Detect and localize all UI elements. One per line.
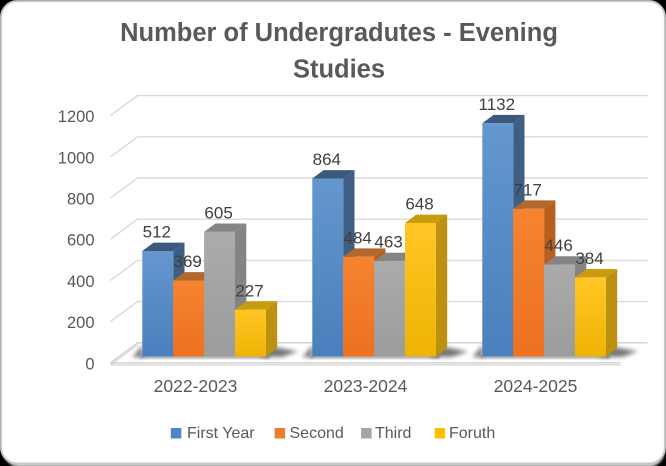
svg-text:227: 227: [235, 281, 263, 300]
svg-text:600: 600: [67, 232, 95, 250]
svg-text:400: 400: [67, 273, 95, 291]
svg-text:648: 648: [405, 195, 433, 214]
svg-text:Number of Undergradutes - Even: Number of Undergradutes - Evening: [120, 19, 558, 47]
svg-text:First Year: First Year: [187, 425, 255, 442]
svg-text:605: 605: [204, 204, 232, 223]
svg-text:463: 463: [374, 233, 402, 252]
svg-text:2024-2025: 2024-2025: [494, 376, 578, 396]
svg-text:717: 717: [514, 180, 542, 199]
svg-text:369: 369: [174, 252, 202, 271]
svg-text:2023-2024: 2023-2024: [324, 376, 408, 396]
svg-text:864: 864: [313, 150, 341, 169]
svg-text:800: 800: [67, 191, 95, 209]
svg-text:2022-2023: 2022-2023: [154, 376, 238, 396]
svg-text:200: 200: [67, 314, 95, 332]
svg-text:512: 512: [143, 223, 171, 242]
svg-text:Second: Second: [290, 425, 344, 442]
svg-text:446: 446: [544, 236, 572, 255]
svg-text:Studies: Studies: [293, 56, 385, 84]
svg-text:1200: 1200: [58, 108, 95, 126]
svg-text:Third: Third: [375, 425, 411, 442]
svg-text:Foruth: Foruth: [449, 425, 495, 442]
svg-text:1000: 1000: [58, 149, 95, 167]
svg-text:0: 0: [85, 355, 94, 373]
svg-text:484: 484: [344, 228, 372, 247]
svg-text:1132: 1132: [479, 95, 516, 114]
svg-text:384: 384: [575, 249, 603, 268]
